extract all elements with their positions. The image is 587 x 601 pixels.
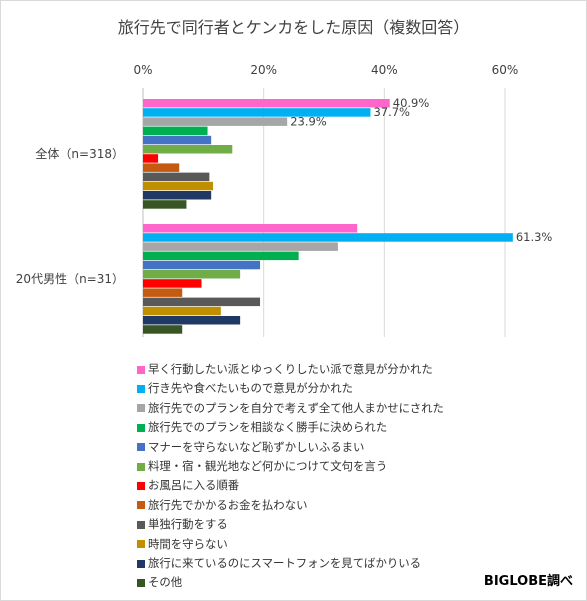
legend-swatch [137,462,145,471]
legend-label: 料理・宿・観光地など何かにつけて文句を言う [148,458,388,473]
legend-label: 旅行に来ているのにスマートフォンを見てばかりいる [148,555,422,570]
legend-label: 旅行先でのプランを自分で考えず全て他人まかせにされた [148,400,444,415]
bar [143,224,358,233]
bar [143,135,212,145]
x-tick-label: 40% [371,63,398,77]
bar [143,117,288,126]
bar [143,108,371,117]
bar [143,172,210,182]
bar [143,297,261,307]
legend-item: お風呂に入る順番 [137,476,444,495]
bar [143,306,221,316]
bar [143,191,212,200]
bar-chart: 0% 20% 40% 60% 全体（n=318） 20代男性（n=31） 40.9%37.7… [16,63,553,337]
bar [143,233,513,242]
category-label: 20代男性（n=31） [16,272,124,286]
legend-item: 時間を守らない [137,535,444,554]
source-credit: BIGLOBE調べ [483,574,573,589]
legend-label: その他 [148,575,183,590]
legend-item: マナーを守らないなど恥ずかしいふるまい [137,438,444,457]
bar [143,325,183,334]
chart-title: 旅行先で同行者とケンカをした原因（複数回答） [117,18,470,37]
legend: 早く行動したい派とゆっくりしたい派で意見が分かれた 行き先や食べたいもので意見が分… [137,360,444,593]
legend-label: 旅行先でかかるお金を払わない [148,497,308,512]
legend-swatch [137,520,145,529]
legend-swatch [137,423,145,432]
legend-item: 旅行先でのプランを相談なく勝手に決められた [137,418,444,437]
bar [143,181,213,191]
bar [143,200,187,209]
legend-label: 旅行先でのプランを相談なく勝手に決められた [148,420,388,435]
x-tick-label: 60% [492,63,519,77]
legend-label: 行き先や食べたいもので意見が分かれた [148,381,354,396]
legend-swatch [137,482,145,491]
legend-label: お風呂に入る順番 [148,478,240,493]
legend-item: その他 [137,573,444,592]
bar [143,99,390,108]
legend-label: マナーを守らないなど恥ずかしいふるまい [148,439,365,454]
bar [143,163,180,172]
bar [143,242,338,251]
legend-item: 旅行先でのプランを自分で考えず全て他人まかせにされた [137,399,444,418]
data-label: 23.9% [290,114,327,128]
x-tick-label: 0% [133,63,152,77]
legend-item: 旅行先でかかるお金を払わない [137,496,444,515]
bar [143,316,241,325]
x-tick-label: 20% [250,63,277,77]
bar [143,270,241,279]
legend-swatch [137,501,145,510]
bar [143,251,299,261]
legend-swatch [137,365,145,374]
legend-item: 単独行動をする [137,515,444,534]
data-label: 40.9% [393,96,430,110]
data-label: 61.3% [516,230,553,244]
bar [143,288,183,297]
legend-label: 単独行動をする [148,517,228,532]
legend-label: 時間を守らない [148,536,228,551]
legend-swatch [137,578,145,587]
legend-label: 早く行動したい派とゆっくりしたい派で意見が分かれた [148,362,433,376]
bar [143,260,261,270]
data-label: 37.7% [373,105,410,119]
bar [143,154,159,163]
legend-item: 料理・宿・観光地など何かにつけて文句を言う [137,457,444,476]
legend-swatch [137,385,145,394]
bar [143,279,202,288]
legend-item: 行き先や食べたいもので意見が分かれた [137,379,444,398]
legend-swatch [137,540,145,549]
category-label: 全体（n=318） [35,146,124,161]
legend-swatch [137,443,145,452]
legend-swatch [137,559,145,568]
bar [143,145,233,154]
legend-swatch [137,404,145,413]
legend-item: 早く行動したい派とゆっくりしたい派で意見が分かれた [137,360,444,379]
bar [143,126,208,136]
legend-item: 旅行に来ているのにスマートフォンを見てばかりいる [137,554,444,573]
